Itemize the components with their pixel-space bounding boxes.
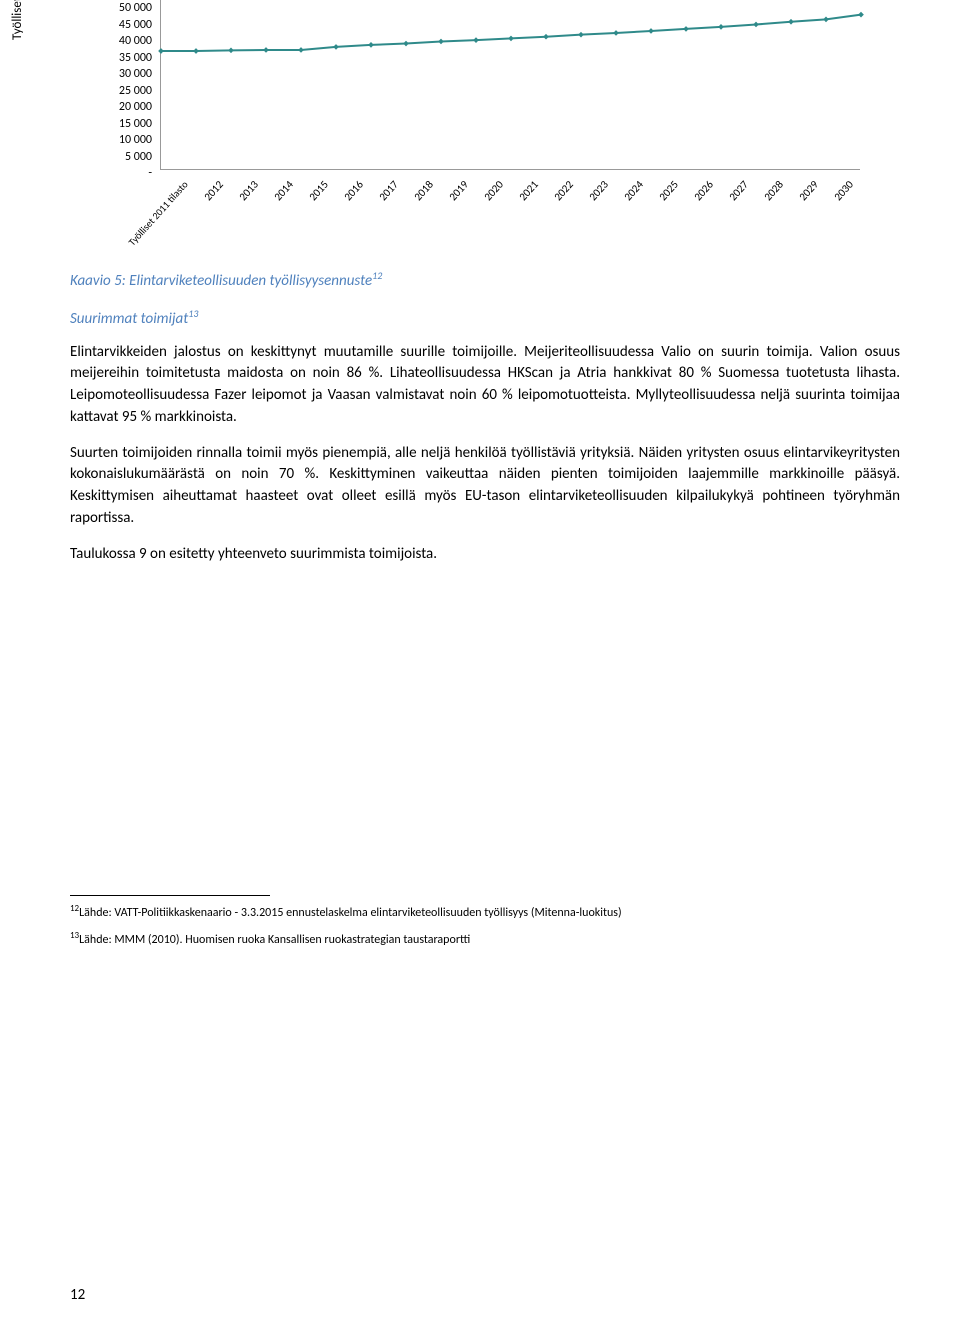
x-tick: 2012 — [201, 178, 226, 203]
footnote-12: 12Lähde: VATT-Politiikkaskenaario - 3.3.… — [70, 902, 900, 923]
section-subheading: Suurimmat toimijat13 — [70, 307, 900, 328]
x-tick: 2025 — [656, 178, 681, 203]
x-tick: 2029 — [796, 178, 821, 203]
x-tick: 2026 — [691, 178, 716, 203]
footnote-separator — [70, 895, 270, 896]
chart-caption: Kaavio 5: Elintarviketeollisuuden työlli… — [70, 268, 900, 293]
paragraph-1: Elintarvikkeiden jalostus on keskittynyt… — [70, 342, 900, 429]
x-tick: 2024 — [621, 178, 646, 203]
y-tick-labels: 50 00045 00040 00035 00030 00025 00020 0… — [92, 0, 152, 182]
y-tick: 15 000 — [92, 116, 152, 133]
footnote-13: 13Lähde: MMM (2010). Huomisen ruoka Kans… — [70, 929, 900, 950]
x-tick-labels: Työlliset 2011 tilasto201220132014201520… — [160, 172, 860, 232]
x-tick: 2020 — [481, 178, 506, 203]
x-tick: 2014 — [271, 178, 296, 203]
x-tick: 2022 — [551, 178, 576, 203]
plot-area — [160, 0, 860, 170]
caption-text: Kaavio 5: Elintarviketeollisuuden työlli… — [70, 272, 372, 290]
x-tick: 2015 — [306, 178, 331, 203]
x-tick: 2013 — [236, 178, 261, 203]
y-tick: 25 000 — [92, 83, 152, 100]
y-tick: 5 000 — [92, 149, 152, 166]
paragraph-2: Suurten toimijoiden rinnalla toimii myös… — [70, 443, 900, 530]
y-tick: 30 000 — [92, 66, 152, 83]
x-tick: 2019 — [446, 178, 471, 203]
footnote-number: 13 — [70, 930, 79, 941]
footnote-text: Lähde: VATT-Politiikkaskenaario - 3.3.20… — [79, 906, 622, 920]
footnote-text: Lähde: MMM (2010). Huomisen ruoka Kansal… — [79, 933, 470, 947]
y-tick: 20 000 — [92, 99, 152, 116]
y-tick: 45 000 — [92, 17, 152, 34]
footnote-number: 12 — [70, 903, 79, 914]
caption-footnote-ref: 12 — [372, 269, 382, 282]
subheading-footnote-ref: 13 — [188, 307, 198, 320]
y-tick: 35 000 — [92, 50, 152, 67]
x-tick: 2030 — [831, 178, 856, 203]
y-tick: - — [92, 165, 152, 182]
y-tick: 10 000 — [92, 132, 152, 149]
x-tick: 2016 — [341, 178, 366, 203]
x-tick: 2027 — [726, 178, 751, 203]
x-tick: 2028 — [761, 178, 786, 203]
employment-chart: Työlliset lkm 50 00045 00040 00035 00030… — [70, 0, 900, 240]
chart-line — [161, 0, 861, 170]
y-axis-title: Työlliset lkm — [10, 0, 25, 40]
y-tick: 50 000 — [92, 0, 152, 17]
x-tick: 2018 — [411, 178, 436, 203]
paragraph-3: Taulukossa 9 on esitetty yhteenveto suur… — [70, 544, 900, 566]
page-number: 12 — [70, 1286, 85, 1304]
x-tick: 2017 — [376, 178, 401, 203]
subheading-text: Suurimmat toimijat — [70, 310, 188, 328]
x-tick: 2021 — [516, 178, 541, 203]
x-tick: 2023 — [586, 178, 611, 203]
x-tick: Työlliset 2011 tilasto — [125, 178, 190, 248]
y-tick: 40 000 — [92, 33, 152, 50]
